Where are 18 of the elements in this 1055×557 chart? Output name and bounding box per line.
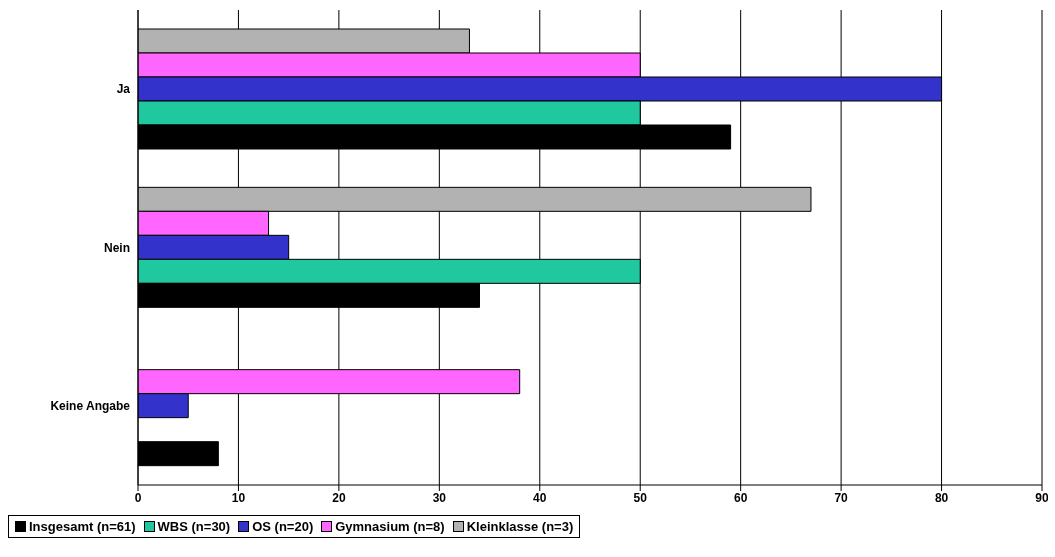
legend-label: OS (n=20) — [251, 519, 314, 534]
x-tick-label: 80 — [934, 490, 949, 505]
x-tick-label: 60 — [733, 490, 748, 505]
legend-label: WBS (n=30) — [156, 519, 231, 534]
legend-label: Insgesamt (n=61) — [28, 519, 136, 534]
x-tick-label: 0 — [134, 490, 142, 505]
x-tick-label: 70 — [834, 490, 849, 505]
x-tick-label: 50 — [633, 490, 648, 505]
x-tick-label: 90 — [1035, 490, 1049, 505]
y-tick-label: Nein — [103, 240, 130, 255]
y-tick-label: Keine Angabe — [50, 399, 131, 414]
x-tick-label: 40 — [533, 490, 547, 505]
x-tick-label: 20 — [332, 490, 346, 505]
y-tick-label: Ja — [116, 82, 131, 97]
legend-label: Kleinklasse (n=3) — [465, 519, 574, 534]
legend-label: Gymnasium (n=8) — [334, 519, 445, 534]
x-tick-label: 30 — [432, 490, 447, 505]
x-tick-label: 10 — [231, 490, 246, 505]
